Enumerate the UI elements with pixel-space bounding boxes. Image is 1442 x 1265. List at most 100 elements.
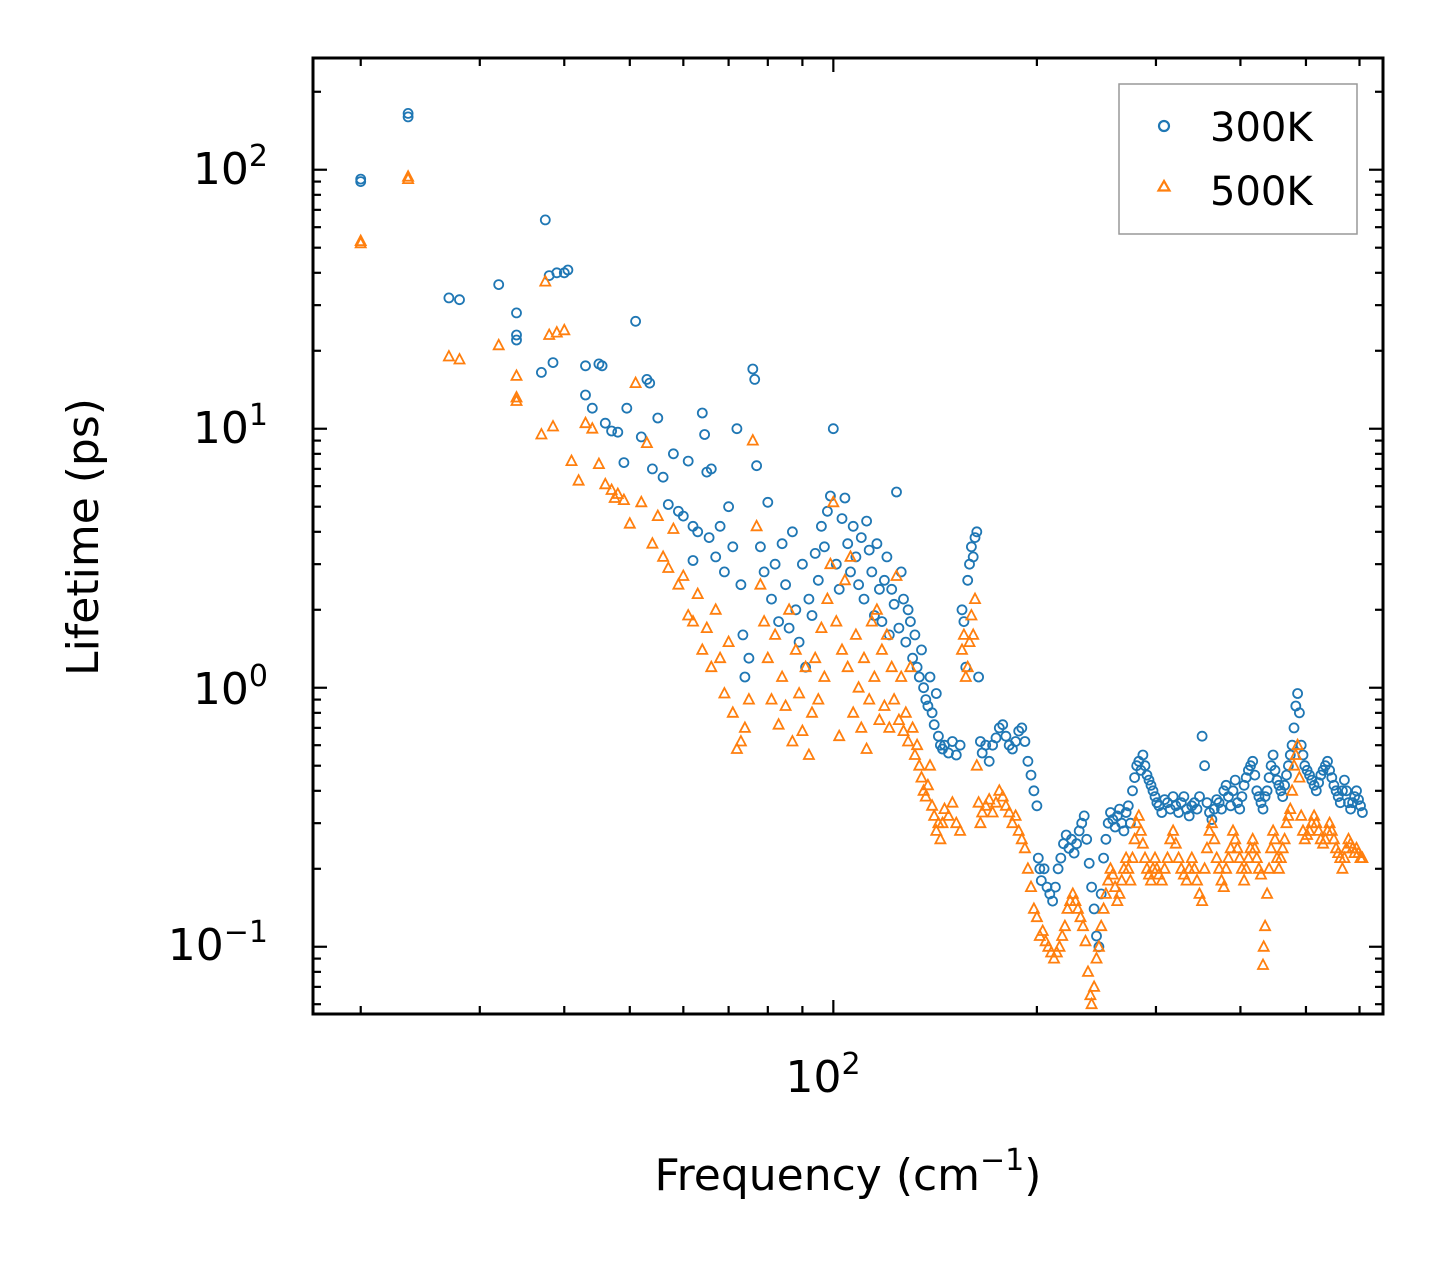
data-point-500K bbox=[1219, 861, 1233, 874]
data-point-500K bbox=[829, 614, 843, 627]
data-point-500K bbox=[765, 692, 778, 705]
data-point-500K bbox=[968, 591, 982, 604]
data-point-500K bbox=[734, 734, 748, 747]
data-point-300K bbox=[1216, 803, 1227, 815]
data-point-500K bbox=[1289, 747, 1303, 760]
data-point-300K bbox=[1078, 810, 1090, 822]
data-point-300K bbox=[847, 520, 859, 532]
data-point-500K bbox=[982, 792, 996, 805]
data-point-300K bbox=[562, 264, 574, 276]
data-point-500K bbox=[838, 572, 852, 586]
plot-area bbox=[354, 108, 1369, 1010]
data-point-500K bbox=[802, 747, 816, 760]
data-point-300K bbox=[743, 652, 755, 664]
data-point-500K bbox=[510, 393, 523, 406]
x-axis-title: Frequency (cm−1) bbox=[655, 1143, 1042, 1201]
data-point-300K bbox=[687, 555, 699, 566]
data-point-300K bbox=[735, 579, 747, 591]
data-point-500K bbox=[1092, 939, 1106, 952]
data-point-500K bbox=[775, 669, 789, 682]
data-point-500K bbox=[1138, 850, 1152, 863]
data-point-300K bbox=[551, 267, 563, 279]
data-point-500K bbox=[1030, 909, 1044, 923]
data-point-500K bbox=[772, 717, 786, 730]
data-point-500K bbox=[814, 620, 828, 633]
data-point-500K bbox=[1193, 886, 1206, 899]
data-point-500K bbox=[989, 795, 1003, 808]
data-point-500K bbox=[885, 659, 899, 673]
data-point-500K bbox=[753, 577, 767, 590]
data-point-500K bbox=[1123, 873, 1137, 886]
data-point-300K bbox=[1081, 833, 1093, 845]
data-point-300K bbox=[1253, 791, 1265, 802]
data-point-500K bbox=[726, 705, 740, 718]
data-point-300K bbox=[1191, 803, 1203, 815]
data-point-500K bbox=[1094, 918, 1108, 932]
data-point-300K bbox=[647, 463, 658, 475]
data-point-300K bbox=[1324, 764, 1335, 776]
data-point-500K bbox=[666, 521, 680, 534]
data-point-300K bbox=[861, 515, 872, 527]
data-point-300K bbox=[836, 513, 848, 524]
data-point-500K bbox=[611, 486, 625, 499]
data-point-500K bbox=[1285, 783, 1299, 796]
data-point-500K bbox=[1274, 850, 1288, 863]
data-point-500K bbox=[1228, 831, 1242, 845]
data-point-300K bbox=[511, 334, 522, 346]
data-point-300K bbox=[962, 574, 974, 586]
data-point-500K bbox=[892, 712, 906, 725]
data-point-500K bbox=[510, 390, 523, 403]
legend-marker-500K bbox=[1156, 178, 1172, 192]
data-point-300K bbox=[662, 499, 674, 510]
data-point-500K bbox=[453, 352, 466, 365]
data-point-500K bbox=[964, 608, 978, 621]
data-point-300K bbox=[909, 629, 921, 641]
data-point-500K bbox=[1224, 840, 1238, 854]
data-point-500K bbox=[890, 568, 903, 581]
data-point-500K bbox=[534, 427, 548, 440]
data-point-300K bbox=[1086, 881, 1097, 893]
data-point-500K bbox=[1012, 823, 1026, 836]
data-point-300K bbox=[1000, 730, 1012, 742]
data-point-300K bbox=[727, 541, 739, 553]
data-point-300K bbox=[747, 363, 759, 375]
data-point-500K bbox=[1152, 867, 1166, 880]
data-point-300K bbox=[1047, 895, 1058, 907]
data-point-500K bbox=[1190, 873, 1204, 886]
data-point-500K bbox=[605, 482, 619, 495]
data-point-500K bbox=[661, 560, 675, 573]
data-point-300K bbox=[1050, 881, 1061, 893]
data-point-300K bbox=[1091, 930, 1102, 942]
data-point-500K bbox=[1309, 815, 1323, 829]
data-point-500K bbox=[782, 602, 796, 615]
data-point-300K bbox=[621, 402, 633, 414]
data-point-300K bbox=[958, 616, 970, 627]
data-point-500K bbox=[903, 659, 917, 673]
data-point-300K bbox=[511, 329, 522, 341]
data-point-300K bbox=[866, 566, 878, 578]
data-point-500K bbox=[645, 536, 659, 549]
data-point-300K bbox=[1013, 725, 1025, 737]
data-point-500K bbox=[1258, 918, 1272, 932]
data-point-500K bbox=[854, 720, 868, 733]
data-point-500K bbox=[579, 415, 592, 429]
data-point-500K bbox=[925, 798, 939, 811]
data-point-300K bbox=[1183, 810, 1195, 822]
data-point-500K bbox=[1018, 840, 1032, 854]
data-point-500K bbox=[738, 720, 752, 733]
data-point-500K bbox=[999, 798, 1013, 811]
data-point-300K bbox=[1328, 779, 1340, 791]
data-point-300K bbox=[900, 636, 912, 648]
data-point-500K bbox=[695, 642, 709, 655]
data-point-500K bbox=[1002, 805, 1016, 818]
data-point-500K bbox=[1021, 861, 1035, 874]
data-point-500K bbox=[1260, 886, 1274, 899]
data-point-300K bbox=[737, 629, 749, 641]
data-point-300K bbox=[1083, 857, 1095, 869]
data-point-500K bbox=[1210, 850, 1224, 863]
data-point-300K bbox=[803, 593, 815, 605]
data-point-500K bbox=[1195, 893, 1209, 906]
data-point-500K bbox=[912, 758, 926, 771]
data-point-300K bbox=[1330, 785, 1342, 797]
data-point-500K bbox=[1110, 893, 1124, 906]
